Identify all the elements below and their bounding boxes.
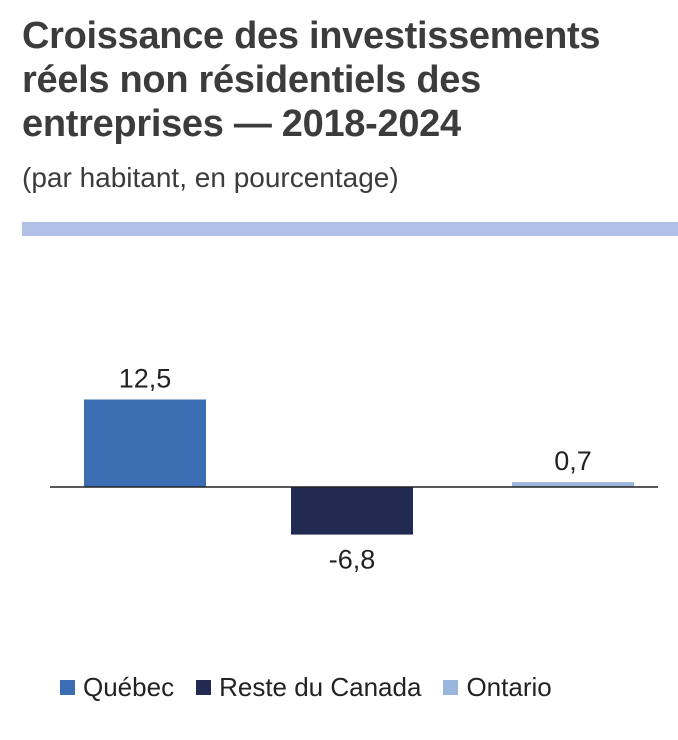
legend-item-reste-du-canada: Reste du Canada — [196, 672, 421, 703]
bar-reste-du-canada — [291, 487, 413, 535]
bar-ontario — [512, 482, 634, 487]
bar-quebec — [84, 399, 206, 487]
data-label-quebec: 12,5 — [119, 364, 172, 394]
legend-item-ontario: Ontario — [443, 672, 552, 703]
chart-title: Croissance des investissements réels non… — [22, 15, 601, 145]
legend: Québec Reste du Canada Ontario — [60, 672, 574, 703]
legend-item-quebec: Québec — [60, 672, 174, 703]
legend-label-reste-du-canada: Reste du Canada — [219, 672, 422, 702]
legend-swatch-quebec — [60, 680, 75, 695]
data-label-ontario: 0,7 — [554, 446, 592, 476]
chart-subtitle: (par habitant, en pourcentage) — [22, 162, 399, 193]
legend-label-ontario: Ontario — [466, 672, 552, 702]
legend-swatch-reste-du-canada — [196, 680, 212, 695]
title-rule — [22, 222, 678, 236]
legend-label-quebec: Québec — [83, 672, 175, 702]
data-label-reste-du-canada: -6,8 — [329, 545, 376, 575]
legend-swatch-ontario — [443, 680, 459, 695]
